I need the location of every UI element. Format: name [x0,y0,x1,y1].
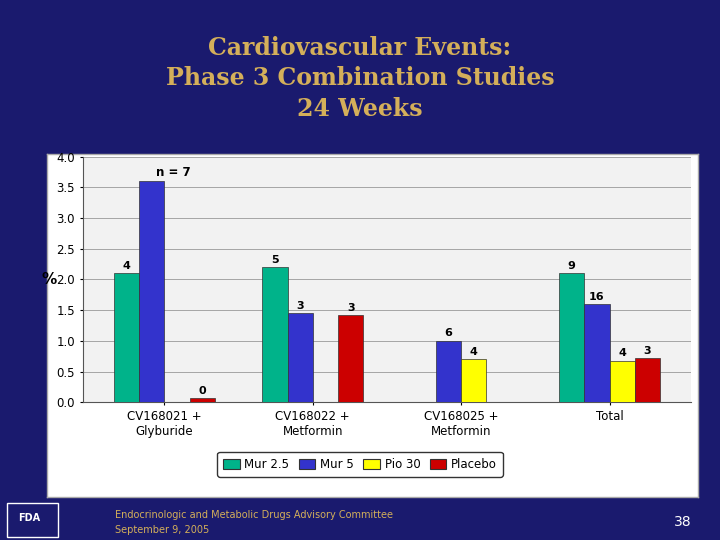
Text: 16: 16 [589,292,605,301]
Bar [635,358,660,402]
Text: 4: 4 [470,347,478,357]
Bar [338,315,364,402]
Y-axis label: %: % [42,272,57,287]
Text: 3: 3 [347,302,354,313]
Bar [287,313,312,402]
Text: 4: 4 [122,261,130,271]
Bar [559,273,585,402]
Bar [114,273,139,402]
Text: Cardiovascular Events:
Phase 3 Combination Studies
24 Weeks: Cardiovascular Events: Phase 3 Combinati… [166,36,554,121]
Bar [7,503,58,537]
Bar [189,398,215,402]
Bar [262,267,287,402]
Text: 5: 5 [271,255,279,265]
Text: September 9, 2005: September 9, 2005 [115,525,210,535]
Text: 4: 4 [618,348,626,358]
Text: 38: 38 [674,515,691,529]
Text: 6: 6 [445,328,452,339]
Text: FDA: FDA [18,512,40,523]
Text: 3: 3 [297,301,304,311]
Text: 3: 3 [644,346,651,356]
Bar [462,359,487,402]
Bar [610,361,635,402]
Text: n = 7: n = 7 [156,166,191,179]
Text: 9: 9 [568,261,576,271]
Bar [436,341,462,402]
Legend: Mur 2.5, Mur 5, Pio 30, Placebo: Mur 2.5, Mur 5, Pio 30, Placebo [217,452,503,477]
Bar [585,304,610,402]
Text: 0: 0 [199,386,206,395]
Text: Endocrinologic and Metabolic Drugs Advisory Committee: Endocrinologic and Metabolic Drugs Advis… [115,510,393,520]
Bar [139,181,164,402]
